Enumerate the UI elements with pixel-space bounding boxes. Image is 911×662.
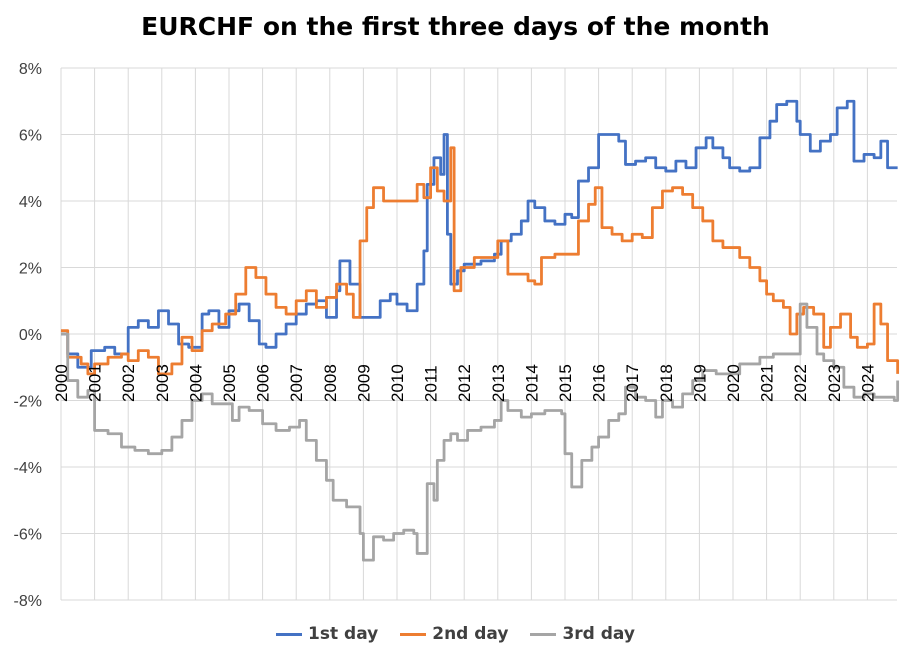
- x-tick-label: 2002: [119, 364, 138, 402]
- x-tick-label: 2007: [287, 364, 306, 402]
- gridlines: [60, 67, 897, 601]
- x-tick-label: 2019: [690, 364, 709, 402]
- x-tick-label: 2005: [220, 364, 239, 402]
- x-axis-ticks: 2000 2001 2002 2003 2004 2005 2006 2007 2008 2009…: [52, 364, 877, 402]
- y-tick-label: 2%: [19, 261, 42, 278]
- legend-label: 2nd day: [432, 624, 509, 644]
- x-tick-label: 2023: [825, 364, 844, 402]
- legend-item-2nd-day: 2nd day: [400, 624, 508, 644]
- series-line-1: [61, 99, 898, 369]
- x-tick-label: 2024: [858, 364, 877, 402]
- x-tick-label: 2020: [724, 364, 743, 402]
- legend: 1st day 2nd day 3rd day: [0, 624, 911, 644]
- y-tick-label: 6%: [19, 128, 42, 145]
- x-tick-label: 2017: [623, 364, 642, 402]
- y-tick-label: -8%: [14, 593, 42, 610]
- y-tick-label: 8%: [19, 61, 42, 78]
- x-tick-label: 2016: [590, 364, 609, 402]
- chart-title: EURCHF on the first three days of the mo…: [141, 12, 770, 41]
- y-tick-label: 0%: [19, 327, 42, 344]
- x-tick-label: 2021: [758, 364, 777, 402]
- x-tick-label: 2014: [522, 364, 541, 402]
- series-lines: [61, 99, 900, 562]
- x-tick-label: 2009: [354, 364, 373, 402]
- legend-label: 1st day: [308, 624, 379, 644]
- x-tick-label: 2018: [657, 364, 676, 402]
- x-tick-label: 2006: [254, 364, 273, 402]
- y-tick-label: -4%: [14, 460, 42, 477]
- legend-swatch: [530, 632, 557, 636]
- x-tick-label: 2013: [489, 364, 508, 402]
- legend-label: 3rd day: [562, 624, 635, 644]
- series-line-2: [61, 146, 900, 376]
- y-tick-label: -6%: [14, 527, 42, 544]
- x-tick-label: 2015: [556, 364, 575, 402]
- x-tick-label: 2008: [321, 364, 340, 402]
- legend-swatch: [400, 632, 427, 636]
- legend-swatch: [276, 632, 303, 636]
- legend-item-1st-day: 1st day: [276, 624, 378, 644]
- x-tick-label: 2012: [455, 364, 474, 402]
- x-tick-label: 2011: [422, 365, 441, 402]
- y-axis-ticks: -8% -6% -4% -2% 0% 2% 4% 6% 8%: [14, 61, 42, 610]
- x-tick-label: 2004: [186, 364, 205, 402]
- y-tick-label: -2%: [14, 394, 42, 411]
- x-tick-label: 2001: [86, 364, 105, 402]
- x-tick-label: 2010: [388, 364, 407, 402]
- x-tick-label: 2000: [52, 364, 71, 402]
- y-tick-label: 4%: [19, 194, 42, 211]
- series-line-3: [61, 302, 900, 562]
- x-tick-label: 2022: [791, 364, 810, 402]
- legend-item-3rd-day: 3rd day: [530, 624, 635, 644]
- x-tick-label: 2003: [153, 364, 172, 402]
